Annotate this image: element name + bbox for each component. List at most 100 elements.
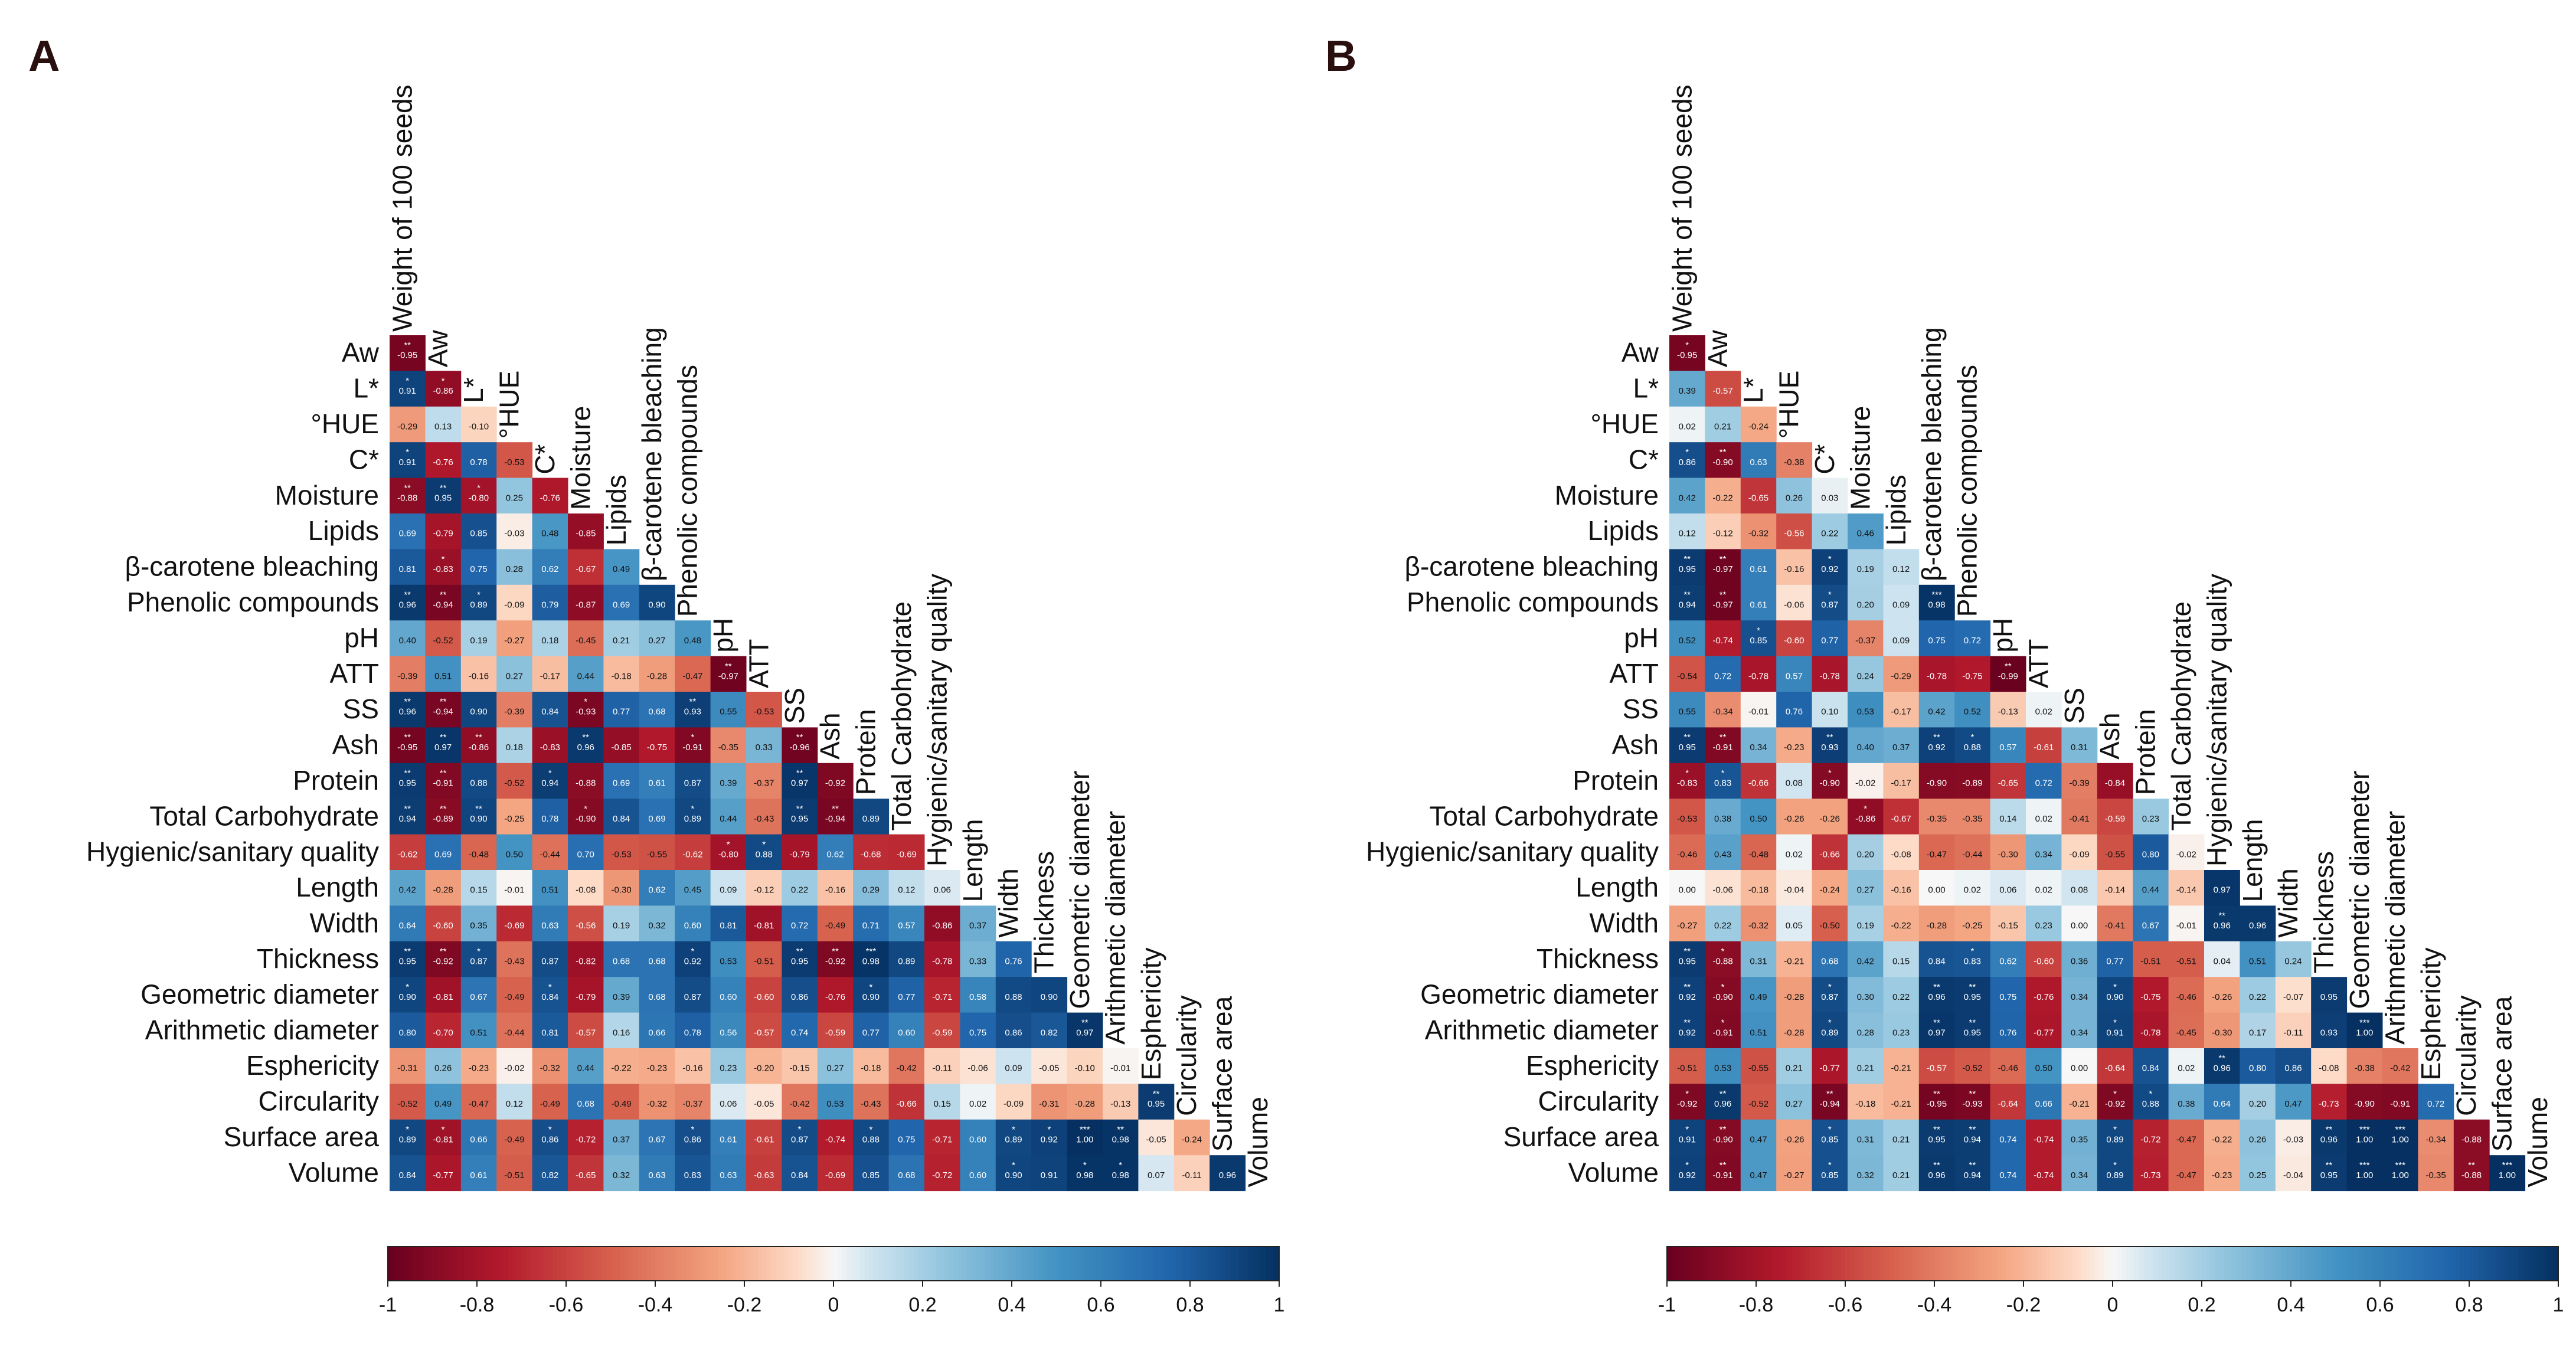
cell-value-label: 0.82 [1041, 1028, 1058, 1038]
cell-value-label: 0.84 [541, 992, 558, 1002]
colorbar-segment [1061, 1247, 1066, 1281]
colorbar-segment [1016, 1247, 1021, 1281]
heatmap-cell [1990, 799, 2026, 835]
heatmap-cell [532, 1119, 568, 1156]
cell-value-label: 0.74 [1999, 1134, 2016, 1144]
cell-value-label: -0.91 [2390, 1099, 2410, 1109]
heatmap-cell [817, 1048, 854, 1084]
cell-value-label: 0.96 [1928, 1170, 1945, 1180]
cell-value-label: 0.98 [1928, 600, 1945, 610]
heatmap-cell [710, 941, 747, 977]
cell-value-label: -0.99 [1998, 671, 2018, 681]
heatmap-cell [1812, 620, 1848, 657]
heatmap-cell [460, 1012, 497, 1049]
heatmap-cell [1740, 477, 1777, 514]
heatmap-cell [2240, 1119, 2276, 1156]
heatmap-cell [1669, 1012, 1705, 1049]
cell-value-label: 0.25 [2249, 1170, 2266, 1180]
significance-mark: ** [1683, 732, 1691, 742]
row-label: C* [349, 444, 379, 475]
cell-value-label: 0.02 [2035, 814, 2052, 824]
heatmap-cell [2061, 763, 2098, 799]
colorbar-segment [815, 1247, 821, 1281]
cell-value-label: 0.42 [1857, 956, 1874, 966]
cell-value-label: -0.17 [1891, 707, 1911, 717]
heatmap-cell [710, 1119, 747, 1156]
colorbar-segment [1756, 1247, 1761, 1281]
cell-value-label: -0.95 [1677, 351, 1697, 361]
cell-value-label: -0.02 [1855, 778, 1875, 788]
column-label: Geometric diameter [1064, 771, 1095, 1009]
colorbar-segment [1221, 1247, 1227, 1281]
heatmap-cell [1138, 1155, 1175, 1192]
cell-value-label: -0.60 [754, 992, 774, 1002]
significance-mark: ** [1719, 732, 1727, 742]
cell-value-label: -0.85 [576, 529, 596, 539]
cell-value-label: 0.92 [1928, 742, 1945, 753]
significance-mark: * [1828, 1160, 1832, 1170]
cell-value-label: -0.51 [754, 956, 774, 966]
heatmap-cell [2026, 799, 2062, 835]
cell-value-label: -0.79 [789, 849, 809, 859]
cell-value-label: 0.19 [470, 636, 487, 646]
heatmap-cell [675, 1048, 711, 1084]
significance-mark: ** [1969, 1160, 1976, 1170]
colorbar-segment [2277, 1247, 2283, 1281]
cell-value-label: 0.87 [791, 1134, 808, 1144]
colorbar-segment [1943, 1247, 1949, 1281]
heatmap-cell [460, 1048, 497, 1084]
heatmap-cell [1138, 1119, 1175, 1156]
colorbar-segment [2291, 1247, 2296, 1281]
cell-value-label: 0.21 [1786, 1064, 1803, 1074]
significance-mark: * [406, 376, 409, 386]
significance-mark: * [477, 483, 480, 493]
heatmap-cell [782, 941, 818, 977]
cell-value-label: -0.61 [754, 1134, 774, 1144]
heatmap-cell [782, 1012, 818, 1049]
significance-mark: ** [1683, 947, 1691, 957]
heatmap-cell [1067, 1048, 1103, 1084]
heatmap-cell [2097, 941, 2133, 977]
significance-mark: ** [440, 483, 447, 493]
heatmap-cell [1705, 620, 1741, 657]
cell-value-label: -0.44 [1962, 849, 1982, 859]
colorbar-segment [775, 1247, 781, 1281]
panel-letter-b: B [1325, 31, 1356, 80]
column-label: Lipids [601, 475, 632, 545]
row-label: Esphericity [246, 1050, 379, 1081]
cell-value-label: -0.13 [1110, 1099, 1130, 1109]
significance-mark: ** [1683, 590, 1691, 600]
row-label: L* [1633, 373, 1659, 404]
significance-mark: ** [1719, 1125, 1727, 1135]
colorbar-segment [1274, 1247, 1280, 1281]
heatmap-cell [425, 620, 462, 657]
cell-value-label: 0.64 [2214, 1099, 2231, 1109]
cell-value-label: -0.23 [469, 1064, 489, 1074]
heatmap-cell [1812, 727, 1848, 764]
cell-value-label: -0.32 [1748, 921, 1768, 931]
colorbar-segment [940, 1247, 946, 1281]
cell-value-label: -0.49 [504, 992, 524, 1002]
cell-value-label: -0.91 [682, 742, 702, 753]
column-label: Protein [851, 709, 881, 795]
colorbar-segment [757, 1247, 763, 1281]
heatmap-cell [1669, 799, 1705, 835]
significance-mark: ** [440, 732, 447, 742]
heatmap-cell [1705, 513, 1741, 549]
colorbar-segment [1667, 1247, 1672, 1281]
cell-value-label: -0.76 [825, 992, 845, 1002]
significance-mark: ** [1969, 1089, 1976, 1099]
cell-value-label: -0.04 [2283, 1170, 2303, 1180]
heatmap-cell [1848, 905, 1884, 942]
cell-value-label: 0.96 [2214, 921, 2231, 931]
colorbar-segment [2211, 1247, 2216, 1281]
cell-value-label: -0.51 [504, 1170, 524, 1180]
cell-value-label: -0.35 [2425, 1170, 2446, 1180]
heatmap-cell [817, 905, 854, 942]
heatmap-cell [1848, 977, 1884, 1013]
cell-value-label: 0.23 [2035, 921, 2052, 931]
heatmap-cell [2168, 1084, 2205, 1120]
cell-value-label: -0.69 [504, 921, 524, 931]
cell-value-label: 0.96 [1714, 1099, 1731, 1109]
heatmap-cell [1173, 1155, 1210, 1192]
